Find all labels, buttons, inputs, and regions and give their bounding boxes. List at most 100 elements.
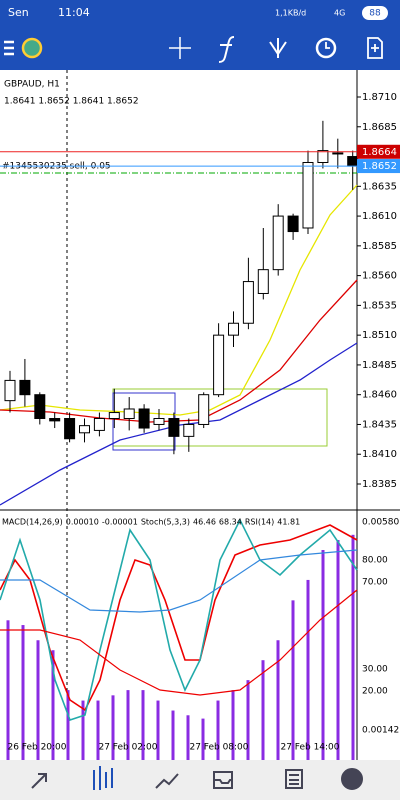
indicators-button[interactable] (218, 36, 235, 63)
candle-body (19, 379, 31, 396)
histogram-bar (111, 695, 115, 760)
candle-body (302, 161, 314, 229)
net-speed: 1,1KB/d (275, 9, 306, 18)
indicator-legend-item: -0.00001 (102, 518, 138, 527)
histogram-bar (321, 550, 325, 760)
histogram-bar (216, 700, 220, 760)
histogram-bar (96, 700, 100, 760)
news-tab[interactable] (285, 769, 303, 789)
histogram-bar (306, 579, 310, 760)
app-logo (21, 37, 43, 59)
price-tick-label: 1.8535 (362, 300, 397, 311)
indicator-axis-label: 30.00 (362, 665, 388, 675)
histogram-bar (51, 650, 55, 760)
price-tick-label: 1.8710 (362, 92, 397, 103)
candle-body (213, 334, 225, 396)
price-axis: 1.8710 1.8685 1.8635 1.8610 1.8585 1.8560 1.85… (0, 92, 400, 736)
histogram-bar (291, 600, 295, 760)
bid-box (357, 159, 400, 174)
ask-box (357, 144, 400, 159)
menu-button[interactable] (4, 40, 14, 56)
candle-body (347, 156, 359, 167)
price-tick-label: 1.8610 (362, 211, 397, 222)
macd-histogram (6, 534, 355, 760)
price-tick-label: 1.8585 (362, 241, 397, 252)
price-tick-label: 1.8485 (362, 360, 397, 371)
indicator-legend: MACD(14,26,9) 0.00010 -0.00001 Stoch(5,3,3)… (2, 518, 300, 527)
candle-body (153, 418, 165, 425)
candle-body (287, 215, 299, 233)
candles (4, 120, 359, 455)
chart-tab[interactable] (93, 766, 113, 790)
carrier: Sen (8, 6, 29, 19)
candle-body (138, 408, 150, 429)
trade-tab[interactable] (155, 773, 179, 789)
candle-body (79, 425, 90, 434)
indicator-legend-item: 0.00010 (66, 518, 99, 527)
indicator-axis-label: 0.00142 (362, 726, 399, 736)
indicator-legend-item: MACD(14,26,9) (2, 518, 63, 527)
price-tick-label: 1.8560 (362, 271, 397, 282)
clock: 11:04 (58, 6, 90, 19)
histogram-bar (246, 680, 250, 760)
crosshair-button[interactable] (169, 37, 191, 59)
histogram-bar (171, 710, 175, 760)
candle-body (242, 281, 254, 324)
histogram-bar (336, 540, 340, 760)
candle-body (34, 394, 46, 420)
chat-tab[interactable] (341, 768, 363, 790)
bottom-nav (0, 760, 400, 800)
indicator-legend-item: 68.34 (219, 518, 242, 527)
time-label: 27 Feb 08:00 (189, 743, 248, 753)
ohlc: 1.8641 1.8652 1.8641 1.8652 (4, 97, 139, 107)
time-label: 26 Feb 20:00 (7, 743, 66, 753)
candle-body (272, 215, 284, 271)
battery-icon (362, 6, 388, 20)
moving-averages (0, 184, 358, 506)
histogram-bar (261, 660, 265, 760)
candle-body (64, 418, 76, 440)
candle-body (257, 269, 269, 294)
indicator-axis-label: 70.00 (362, 578, 388, 588)
history-tab[interactable] (213, 771, 233, 789)
bid-label: 1.8652 (362, 161, 397, 172)
price-tick-label: 1.8510 (362, 330, 397, 341)
histogram-bar (141, 690, 145, 760)
toolbar (4, 36, 383, 63)
price-tick-label: 1.8460 (362, 390, 397, 401)
new-order-button[interactable] (367, 37, 383, 59)
histogram-bar (36, 640, 40, 760)
indicator-axis-label: 0.00580 (362, 518, 399, 528)
candle-body (168, 418, 180, 437)
quotes-tab[interactable] (31, 773, 47, 789)
oscillator-lines (0, 518, 358, 722)
price-tick-label: 1.8635 (362, 181, 397, 192)
indicator-axis-label: 80.00 (362, 556, 388, 566)
histogram-bar (6, 620, 10, 760)
network: 4G (334, 9, 345, 18)
candle-body (93, 418, 105, 431)
timeframe-button[interactable] (315, 37, 337, 59)
candle-body (49, 418, 61, 422)
histogram-bar (231, 690, 235, 760)
candle-body (332, 152, 344, 155)
price-tick-label: 1.8435 (362, 419, 397, 430)
top-bar (0, 0, 400, 70)
ask-label: 1.8664 (362, 147, 397, 158)
price-tick-label: 1.8410 (362, 449, 397, 460)
candle-body (108, 412, 120, 420)
price-tick-label: 1.8685 (362, 122, 397, 133)
indicator-legend-item: 46.46 (193, 518, 216, 527)
indicator-legend-item: RSI(14) (245, 518, 274, 527)
candle-body (228, 322, 239, 336)
candle-body (198, 394, 210, 425)
histogram-bar (351, 534, 355, 760)
symbol: GBPAUD, H1 (4, 80, 60, 90)
histogram-bar (201, 718, 205, 760)
candle-body (317, 150, 329, 163)
objects-button[interactable] (269, 38, 287, 58)
histogram-bar (186, 715, 190, 760)
histogram-bar (66, 690, 70, 760)
